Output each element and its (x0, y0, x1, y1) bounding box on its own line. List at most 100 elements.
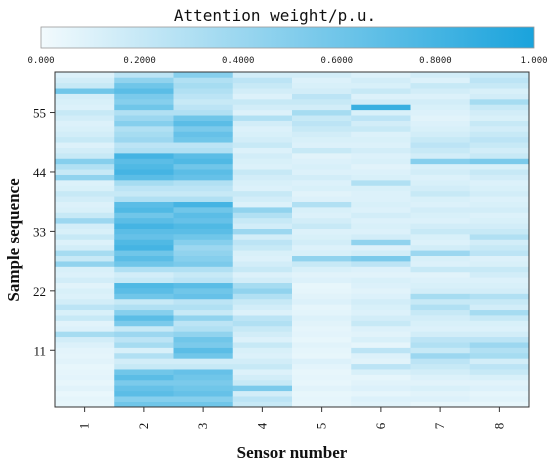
heatmap-cell (292, 93, 352, 100)
heatmap-cell (232, 336, 293, 343)
heatmap-cell (410, 93, 471, 100)
heatmap-cell (410, 201, 471, 208)
heatmap-cell (232, 304, 293, 311)
heatmap-cell (351, 131, 411, 138)
heatmap-cell (292, 304, 352, 311)
heatmap-cell (114, 180, 174, 186)
heatmap-cell (114, 401, 174, 408)
heatmap-cell (55, 207, 115, 213)
heatmap-cell (351, 277, 411, 284)
heatmap-cell (232, 385, 293, 392)
heatmap-cell (55, 131, 115, 138)
heatmap-cell (292, 163, 352, 170)
heatmap-cell (410, 217, 471, 224)
heatmap-cell (410, 255, 471, 262)
heatmap-cell (351, 342, 411, 348)
heatmap-cell (410, 120, 471, 127)
heatmap-cell (292, 212, 352, 219)
heatmap-cell (469, 369, 530, 375)
heatmap-cell (292, 336, 352, 343)
heatmap-cell (292, 185, 352, 192)
heatmap-cell (292, 266, 352, 273)
heatmap-cell (292, 196, 352, 202)
heatmap-cell (114, 244, 174, 251)
heatmap-cell (410, 77, 471, 84)
heatmap-cell (173, 298, 234, 305)
heatmap-cell (55, 293, 115, 300)
heatmap-cell (114, 212, 174, 219)
heatmap-cell (55, 196, 115, 202)
heatmap-cell (351, 163, 411, 170)
colorbar-tick-label: 0.4000 (222, 56, 255, 66)
heatmap-cell (232, 250, 293, 257)
heatmap-cell (351, 293, 411, 300)
heatmap-cell (232, 88, 293, 94)
heatmap-cell (410, 342, 471, 348)
heatmap-cell (55, 288, 115, 294)
heatmap-cell (351, 234, 411, 240)
heatmap-cell (173, 250, 234, 257)
heatmap-cell (232, 261, 293, 267)
heatmap-cell (232, 190, 293, 197)
heatmap-cell (173, 190, 234, 197)
heatmap-cell (114, 88, 174, 94)
heatmap-cell (173, 104, 234, 111)
heatmap-cell (173, 271, 234, 278)
heatmap-cell (469, 250, 530, 257)
heatmap-cell (410, 288, 471, 294)
heatmap-cell (410, 207, 471, 213)
heatmap-cell (173, 185, 234, 192)
heatmap-cell (410, 158, 471, 165)
heatmap-cell (469, 142, 530, 148)
heatmap-cell (292, 190, 352, 197)
heatmap-cell (469, 212, 530, 219)
heatmap-cell (55, 298, 115, 305)
heatmap-cell (469, 223, 530, 229)
heatmap-cell (292, 320, 352, 327)
colorbar-title: Attention weight/p.u. (174, 6, 376, 25)
heatmap-cell (351, 401, 411, 408)
heatmap-cell (469, 217, 530, 224)
heatmap-cell (410, 261, 471, 267)
heatmap-cell (469, 201, 530, 208)
heatmap-cell (292, 88, 352, 94)
heatmap-cell (114, 385, 174, 392)
heatmap-cell (114, 239, 174, 246)
heatmap-cell (410, 304, 471, 311)
heatmap-cell (232, 99, 293, 105)
heatmap-cell (410, 379, 471, 386)
heatmap-cell (55, 223, 115, 229)
heatmap-cell (351, 174, 411, 181)
heatmap-cell (173, 234, 234, 240)
heatmap-cell (351, 358, 411, 365)
heatmap-cell (232, 153, 293, 159)
colorbar-tick-label: 0.000 (27, 56, 54, 66)
heatmap-cell (173, 93, 234, 100)
heatmap-cell (469, 185, 530, 192)
heatmap-cell (114, 104, 174, 111)
heatmap-cell (55, 120, 115, 127)
heatmap-cell (55, 358, 115, 365)
heatmap-cell (351, 147, 411, 154)
heatmap-cell (410, 169, 471, 175)
heatmap-cell (114, 72, 174, 78)
heatmap-cell (114, 298, 174, 305)
heatmap-cell (114, 347, 174, 354)
heatmap-cell (114, 131, 174, 138)
heatmap-cell (410, 363, 471, 370)
heatmap-cell (55, 153, 115, 159)
heatmap-cell (114, 82, 174, 89)
heatmap-cell (469, 358, 530, 365)
heatmap-cell (55, 244, 115, 251)
heatmap-cell (351, 82, 411, 89)
heatmap-cell (351, 153, 411, 159)
heatmap-cell (55, 77, 115, 84)
heatmap-cell (173, 228, 234, 235)
heatmap-cell (114, 115, 174, 121)
heatmap-cell (55, 228, 115, 235)
heatmap-cell (351, 99, 411, 105)
heatmap-cell (469, 331, 530, 338)
heatmap-cell (114, 169, 174, 175)
heatmap-cell (469, 363, 530, 370)
heatmap-cell (173, 347, 234, 354)
